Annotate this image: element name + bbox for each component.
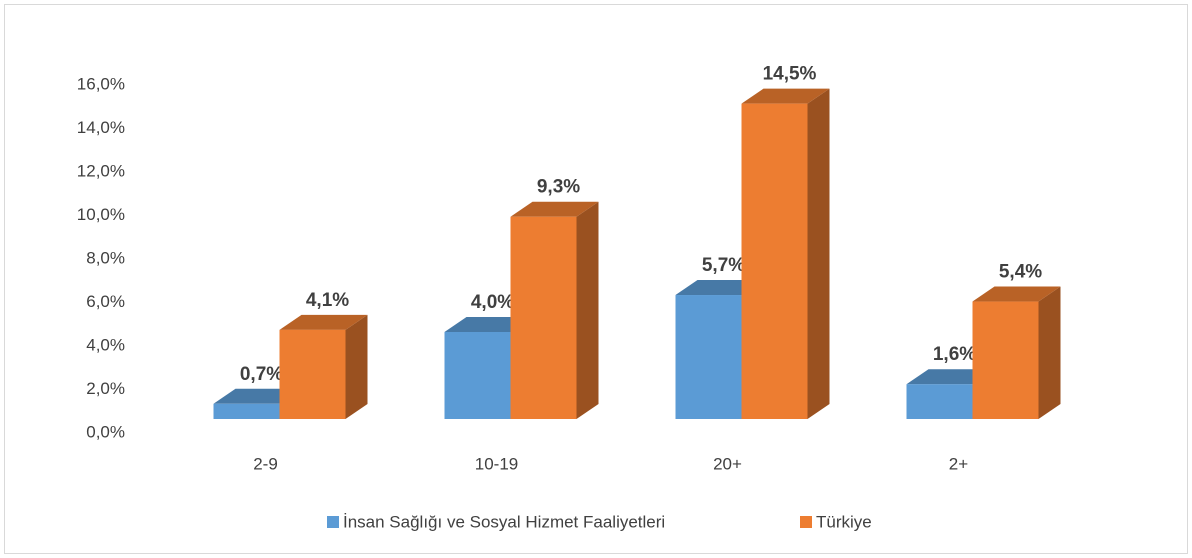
value-label: 9,3%	[537, 177, 580, 198]
bar-front	[972, 301, 1039, 419]
y-tick-label: 14,0%	[77, 118, 125, 137]
bar-side	[1038, 286, 1061, 419]
bar-front	[279, 329, 346, 419]
value-label: 4,0%	[471, 292, 514, 313]
value-label: 14,5%	[763, 64, 817, 85]
y-tick-label: 2,0%	[86, 379, 125, 398]
x-tick-label: 2-9	[253, 454, 278, 473]
legend-label: İnsan Sağlığı ve Sosyal Hizmet Faaliyetl…	[343, 512, 665, 531]
value-label: 4,1%	[306, 290, 349, 311]
value-label: 5,4%	[999, 262, 1042, 283]
y-tick-label: 8,0%	[86, 248, 125, 267]
legend-label: Türkiye	[816, 512, 872, 531]
y-tick-label: 10,0%	[77, 205, 125, 224]
y-tick-label: 4,0%	[86, 335, 125, 354]
bar-side	[345, 314, 368, 419]
value-label: 0,7%	[240, 364, 283, 385]
bar	[279, 314, 368, 419]
bar	[741, 88, 830, 419]
bar-front	[741, 103, 808, 419]
bar-front	[906, 384, 973, 419]
value-label: 5,7%	[702, 255, 745, 276]
bar-front	[510, 216, 577, 419]
bar-top	[972, 286, 1061, 302]
x-tick-label: 20+	[713, 454, 742, 473]
legend-swatch	[800, 516, 812, 528]
y-tick-label: 16,0%	[77, 74, 125, 93]
bar-top	[741, 88, 830, 104]
y-tick-label: 6,0%	[86, 292, 125, 311]
bar-front	[444, 332, 511, 419]
bar-front	[213, 403, 280, 419]
bar-top	[279, 314, 368, 330]
bar-front	[675, 295, 742, 419]
bar	[972, 286, 1061, 419]
value-label: 1,6%	[933, 344, 976, 365]
x-tick-label: 10-19	[475, 454, 518, 473]
y-tick-label: 0,0%	[86, 422, 125, 441]
bar-side	[576, 201, 599, 419]
bar	[510, 201, 599, 419]
bar-side	[807, 88, 830, 419]
bar-top	[510, 201, 599, 217]
legend-swatch	[327, 516, 339, 528]
y-tick-label: 12,0%	[77, 161, 125, 180]
x-tick-label: 2+	[949, 454, 968, 473]
